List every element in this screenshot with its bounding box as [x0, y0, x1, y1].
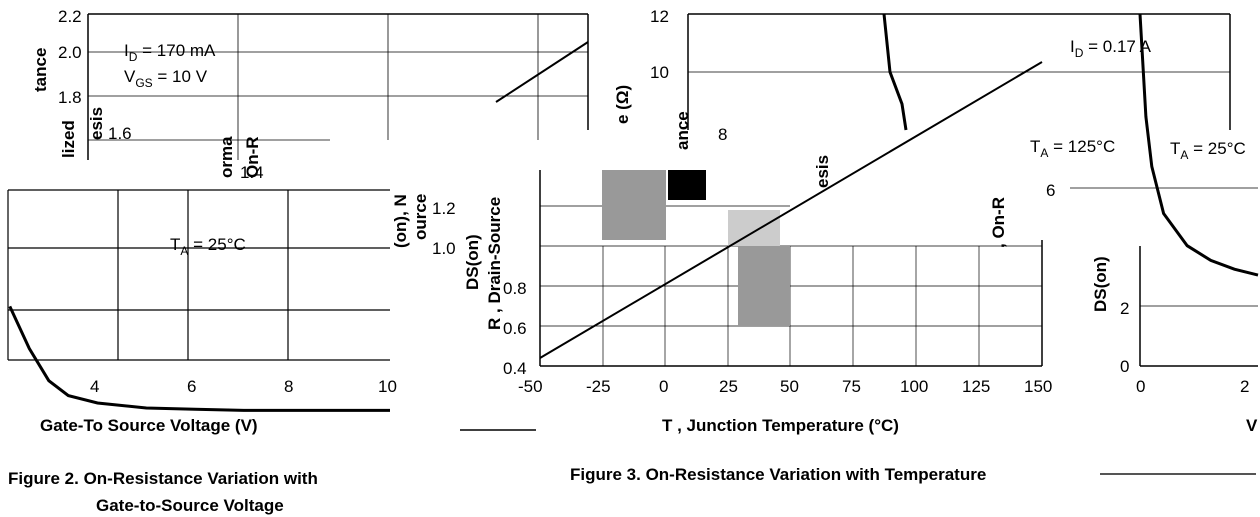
chart1-frame	[87, 13, 589, 160]
chart1-xtick: 8	[284, 377, 293, 396]
chart1-ytick: 1.8	[58, 88, 82, 107]
chart1-xlabel: Gate-To Source Voltage (V)	[40, 416, 258, 435]
chart3-ytick: 0	[1120, 357, 1129, 376]
chart3-ytick: 2	[1120, 299, 1129, 318]
chart2-gray-blocks	[602, 170, 790, 326]
chart1-ytick: 1.6	[108, 124, 132, 143]
chart3-ylabel-fragment: ance	[673, 111, 692, 150]
chart3-ytick: 6	[1046, 181, 1055, 200]
chart3-ytick: 8	[718, 125, 727, 144]
chart2-caption: Figure 3. On-Resistance Variation with T…	[570, 465, 986, 484]
chart1-ylabel-fragment: lized	[59, 120, 78, 158]
chart1-lower-frame	[7, 189, 390, 361]
chart1-caption-line2: Gate-to-Source Voltage	[96, 496, 284, 515]
chart2-xtick: 25	[719, 377, 738, 396]
chart1-xtick: 4	[90, 377, 99, 396]
chart2-xtick: 100	[900, 377, 928, 396]
chart1-overlay-line	[495, 41, 589, 103]
chart3-xtick: 0	[1136, 377, 1145, 396]
chart3-ylabel-fragment: e (Ω)	[613, 85, 632, 124]
chart3-annotation-ta125: TA = 125°C	[1030, 137, 1115, 160]
chart3-annotation-ta25: TA = 25°C	[1170, 139, 1246, 162]
chart2-xtick: 50	[780, 377, 799, 396]
chart1-xtick: 6	[187, 377, 196, 396]
chart1-ylabel-fragment: esis	[87, 107, 106, 140]
chart1-xtick: 10	[378, 377, 397, 396]
chart2-xlabel: T , Junction Temperature (°C)	[662, 416, 899, 435]
chart1-ylabel-fragment: On-R	[243, 136, 262, 178]
chart2-xtick: 150	[1024, 377, 1052, 396]
chart3-annotation-id: ID = 0.17 A	[1070, 37, 1152, 60]
chart2-ytick: 1.2	[432, 199, 456, 218]
chart1-ytick: 1.4	[240, 163, 264, 182]
chart1-grid	[88, 14, 588, 160]
chart2-ytick: 0.6	[503, 319, 527, 338]
chart1-ylabel-fragment: tance	[31, 48, 50, 92]
chart2-xtick: 125	[962, 377, 990, 396]
chart2-ylabel: DS(on)	[463, 234, 482, 290]
chart2-ytick: 0.8	[503, 279, 527, 298]
chart2-xtick: 0	[659, 377, 668, 396]
chart1-ytick: 2.0	[58, 43, 82, 62]
chart3-ylabel: DS(on)	[1091, 256, 1110, 312]
chart1-annotation-vgs: VGS = 10 V	[124, 67, 208, 90]
chart3-xlabel: V	[1246, 416, 1258, 435]
chart1-annotation-ta: TA = 25°C	[170, 235, 246, 258]
chart3-series-line	[1138, 13, 1259, 277]
chart2-ylabel-fragment: (on), N	[391, 194, 410, 248]
chart1-annotation-id: ID = 170 mA	[124, 41, 216, 64]
chart2-xtick: 75	[842, 377, 861, 396]
chart2-xtick: -25	[586, 377, 611, 396]
chart3-ylabel-fragment: , On-R	[989, 197, 1008, 248]
chart3-ylabel-fragment: esis	[813, 155, 832, 188]
chart1-ytick: 2.2	[58, 7, 82, 26]
chart3-ytick: 10	[650, 63, 669, 82]
chart2-series-line	[539, 61, 1043, 359]
chart2-ylabel-drain: R , Drain-Source	[485, 197, 504, 330]
chart3-ytick: 12	[650, 7, 669, 26]
chart3-spike-line	[882, 13, 908, 131]
chart1-caption-line1: Figure 2. On-Resistance Variation with	[8, 469, 318, 488]
chart1-ylabel-fragment: orma	[217, 136, 236, 178]
chart2-frame	[539, 170, 1043, 367]
chart3-grid	[688, 71, 1258, 307]
chart2-xtick: -50	[518, 377, 543, 396]
chart2-ytick: 0.4	[503, 359, 527, 378]
chart2-ytick: 1.0	[432, 239, 456, 258]
chart3-xtick: 2	[1240, 377, 1249, 396]
chart1-series-line	[8, 305, 390, 412]
chart2-ylabel-fragment: ource	[411, 194, 430, 240]
